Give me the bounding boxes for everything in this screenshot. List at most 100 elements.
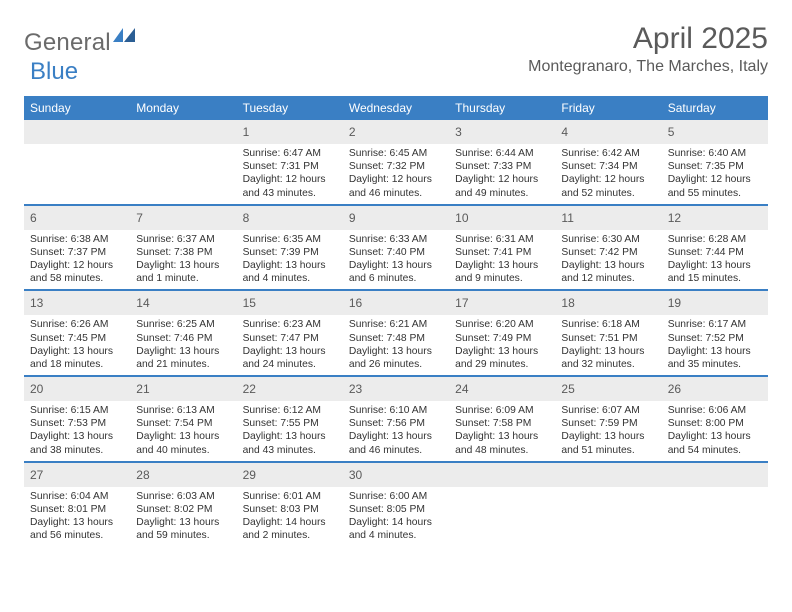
day-number: 18 xyxy=(561,296,574,310)
day-number-row: 23 xyxy=(343,377,449,401)
day-number-row: 18 xyxy=(555,291,661,315)
day-number-row: 19 xyxy=(662,291,768,315)
day-detail xyxy=(662,487,768,545)
calendar-cell: 23 Sunrise: 6:10 AMSunset: 7:56 PMDayligh… xyxy=(343,377,449,461)
day-number-row: 6 xyxy=(24,206,130,230)
calendar-cell: 28Sunrise: 6:03 AMSunset: 8:02 PMDayligh… xyxy=(130,463,236,547)
calendar-cell: 10Sunrise: 6:31 AMSunset: 7:41 PMDayligh… xyxy=(449,206,555,290)
day-detail: Sunrise: 6:00 AMSunset: 8:05 PMDaylight:… xyxy=(343,487,449,547)
calendar-cell: 9Sunrise: 6:33 AMSunset: 7:40 PMDaylight… xyxy=(343,206,449,290)
day-detail: Sunrise: 6:28 AMSunset: 7:44 PMDaylight:… xyxy=(662,230,768,290)
day-number-row: 14 xyxy=(130,291,236,315)
calendar-cell: 24 Sunrise: 6:09 AMSunset: 7:58 PMDayligh… xyxy=(449,377,555,461)
calendar-cell: 5 Sunrise: 6:40 AMSunset: 7:35 PMDaylight… xyxy=(662,120,768,204)
day-number-row: 20 xyxy=(24,377,130,401)
day-number-row: 25 xyxy=(555,377,661,401)
calendar-cell: 13 Sunrise: 6:26 AMSunset: 7:45 PMDayligh… xyxy=(24,291,130,375)
day-number-row xyxy=(555,463,661,487)
day-detail: Sunrise: 6:20 AMSunset: 7:49 PMDaylight:… xyxy=(449,315,555,375)
calendar-cell: 12 Sunrise: 6:28 AMSunset: 7:44 PMDayligh… xyxy=(662,206,768,290)
day-number-row: 13 xyxy=(24,291,130,315)
calendar: Sunday Monday Tuesday Wednesday Thursday… xyxy=(24,96,768,546)
weekday-label: Sunday xyxy=(24,96,130,120)
day-number: 22 xyxy=(243,382,256,396)
calendar-cell: 20Sunrise: 6:15 AMSunset: 7:53 PMDayligh… xyxy=(24,377,130,461)
day-number: 1 xyxy=(243,125,250,139)
day-detail: Sunrise: 6:35 AMSunset: 7:39 PMDaylight:… xyxy=(237,230,343,290)
day-detail: Sunrise: 6:13 AMSunset: 7:54 PMDaylight:… xyxy=(130,401,236,461)
day-number: 23 xyxy=(349,382,362,396)
day-number-row: 4 xyxy=(555,120,661,144)
day-number-row: 26 xyxy=(662,377,768,401)
day-detail: Sunrise: 6:21 AMSunset: 7:48 PMDaylight:… xyxy=(343,315,449,375)
day-detail: Sunrise: 6:38 AMSunset: 7:37 PMDaylight:… xyxy=(24,230,130,290)
calendar-cell: 1 Sunrise: 6:47 AMSunset: 7:31 PMDaylight… xyxy=(237,120,343,204)
day-number-row: 21 xyxy=(130,377,236,401)
day-number-row: 24 xyxy=(449,377,555,401)
day-number: 13 xyxy=(30,296,43,310)
day-detail: Sunrise: 6:10 AMSunset: 7:56 PMDaylight:… xyxy=(343,401,449,461)
day-number: 5 xyxy=(668,125,675,139)
day-number-row xyxy=(449,463,555,487)
calendar-week: 6 Sunrise: 6:38 AMSunset: 7:37 PMDaylight… xyxy=(24,206,768,292)
day-detail: Sunrise: 6:25 AMSunset: 7:46 PMDaylight:… xyxy=(130,315,236,375)
day-detail: Sunrise: 6:09 AMSunset: 7:58 PMDaylight:… xyxy=(449,401,555,461)
day-number: 21 xyxy=(136,382,149,396)
calendar-cell: 14Sunrise: 6:25 AMSunset: 7:46 PMDayligh… xyxy=(130,291,236,375)
day-number: 19 xyxy=(668,296,681,310)
day-detail: Sunrise: 6:37 AMSunset: 7:38 PMDaylight:… xyxy=(130,230,236,290)
day-number: 6 xyxy=(30,211,37,225)
day-number-row: 11 xyxy=(555,206,661,230)
day-number: 8 xyxy=(243,211,250,225)
calendar-cell xyxy=(130,120,236,204)
calendar-cell: 18 Sunrise: 6:18 AMSunset: 7:51 PMDayligh… xyxy=(555,291,661,375)
day-detail: Sunrise: 6:45 AMSunset: 7:32 PMDaylight:… xyxy=(343,144,449,204)
day-number-row: 9 xyxy=(343,206,449,230)
day-number: 11 xyxy=(561,211,573,225)
calendar-cell: 16 Sunrise: 6:21 AMSunset: 7:48 PMDayligh… xyxy=(343,291,449,375)
day-detail xyxy=(130,144,236,202)
day-detail: Sunrise: 6:01 AMSunset: 8:03 PMDaylight:… xyxy=(237,487,343,547)
calendar-cell: 29Sunrise: 6:01 AMSunset: 8:03 PMDayligh… xyxy=(237,463,343,547)
day-number-row: 29 xyxy=(237,463,343,487)
brand-word-2: Blue xyxy=(30,58,78,86)
day-detail: Sunrise: 6:40 AMSunset: 7:35 PMDaylight:… xyxy=(662,144,768,204)
day-number-row: 12 xyxy=(662,206,768,230)
day-number: 16 xyxy=(349,296,362,310)
day-number-row: 10 xyxy=(449,206,555,230)
calendar-cell xyxy=(449,463,555,547)
calendar-cell: 19Sunrise: 6:17 AMSunset: 7:52 PMDayligh… xyxy=(662,291,768,375)
day-detail: Sunrise: 6:47 AMSunset: 7:31 PMDaylight:… xyxy=(237,144,343,204)
day-number: 10 xyxy=(455,211,468,225)
calendar-cell xyxy=(555,463,661,547)
day-number: 12 xyxy=(668,211,681,225)
brand-word-1: General xyxy=(24,29,111,57)
day-number: 3 xyxy=(455,125,462,139)
day-number: 24 xyxy=(455,382,468,396)
day-detail: Sunrise: 6:06 AMSunset: 8:00 PMDaylight:… xyxy=(662,401,768,461)
day-number-row: 22 xyxy=(237,377,343,401)
calendar-cell: 7 Sunrise: 6:37 AMSunset: 7:38 PMDaylight… xyxy=(130,206,236,290)
day-number-row: 1 xyxy=(237,120,343,144)
day-detail: Sunrise: 6:12 AMSunset: 7:55 PMDaylight:… xyxy=(237,401,343,461)
day-number: 4 xyxy=(561,125,568,139)
calendar-cell: 25Sunrise: 6:07 AMSunset: 7:59 PMDayligh… xyxy=(555,377,661,461)
day-detail: Sunrise: 6:42 AMSunset: 7:34 PMDaylight:… xyxy=(555,144,661,204)
day-number-row: 28 xyxy=(130,463,236,487)
calendar-cell: 26Sunrise: 6:06 AMSunset: 8:00 PMDayligh… xyxy=(662,377,768,461)
weekday-label: Thursday xyxy=(449,96,555,120)
day-detail: Sunrise: 6:26 AMSunset: 7:45 PMDaylight:… xyxy=(24,315,130,375)
weekday-label: Saturday xyxy=(662,96,768,120)
calendar-cell: 17 Sunrise: 6:20 AMSunset: 7:49 PMDayligh… xyxy=(449,291,555,375)
day-number-row xyxy=(130,120,236,144)
day-number-row: 16 xyxy=(343,291,449,315)
day-detail: Sunrise: 6:18 AMSunset: 7:51 PMDaylight:… xyxy=(555,315,661,375)
day-number-row: 8 xyxy=(237,206,343,230)
day-number: 30 xyxy=(349,468,362,482)
calendar-cell: 27Sunrise: 6:04 AMSunset: 8:01 PMDayligh… xyxy=(24,463,130,547)
day-number: 7 xyxy=(136,211,143,225)
day-number: 17 xyxy=(455,296,468,310)
day-number: 25 xyxy=(561,382,574,396)
calendar-cell: 8 Sunrise: 6:35 AMSunset: 7:39 PMDaylight… xyxy=(237,206,343,290)
day-number-row xyxy=(24,120,130,144)
